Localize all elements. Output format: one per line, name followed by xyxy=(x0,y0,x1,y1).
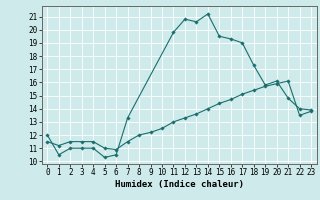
X-axis label: Humidex (Indice chaleur): Humidex (Indice chaleur) xyxy=(115,180,244,189)
